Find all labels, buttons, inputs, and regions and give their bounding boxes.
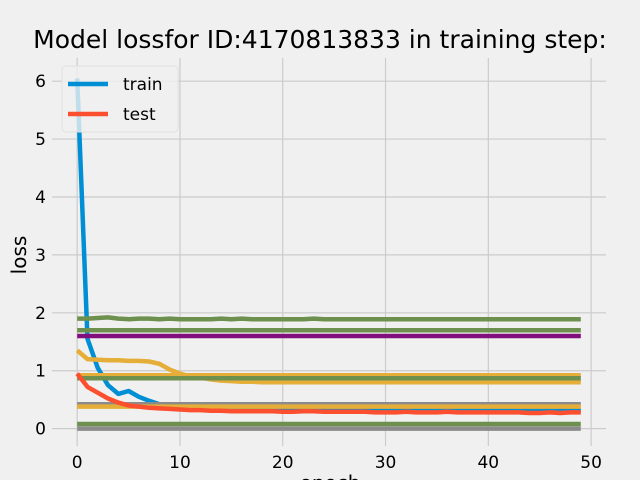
x-tick-label-1: 10 [169,453,191,473]
y-tick-labels: 0 1 2 3 4 5 6 [35,72,46,439]
series-lines [74,78,581,431]
grid-lines [52,58,606,446]
x-tick-label-3: 30 [375,453,397,473]
legend: train test [61,65,179,133]
series-line-1 [77,315,581,322]
series-line-test [75,372,581,416]
y-axis-label: loss [7,236,31,275]
y-tick-label-2: 2 [35,304,46,324]
y-tick-label-0: 0 [35,420,46,440]
x-tick-labels: 0 10 20 30 40 50 [72,453,602,473]
y-tick-label-3: 3 [35,246,46,266]
chart-title: Model lossfor ID:4170813833 in training … [33,25,607,54]
y-tick-label-6: 6 [35,72,46,92]
x-tick-label-0: 0 [72,453,83,473]
x-tick-label-2: 20 [272,453,294,473]
y-tick-label-5: 5 [35,130,46,150]
x-axis-label: epoch [300,471,361,480]
series-line-4 [75,348,581,385]
y-tick-label-4: 4 [35,188,46,208]
legend-label-train: train [123,75,163,95]
x-tick-label-5: 50 [580,453,602,473]
x-tick-label-4: 40 [477,453,499,473]
legend-label-test: test [123,105,156,125]
y-tick-label-1: 1 [35,362,46,382]
